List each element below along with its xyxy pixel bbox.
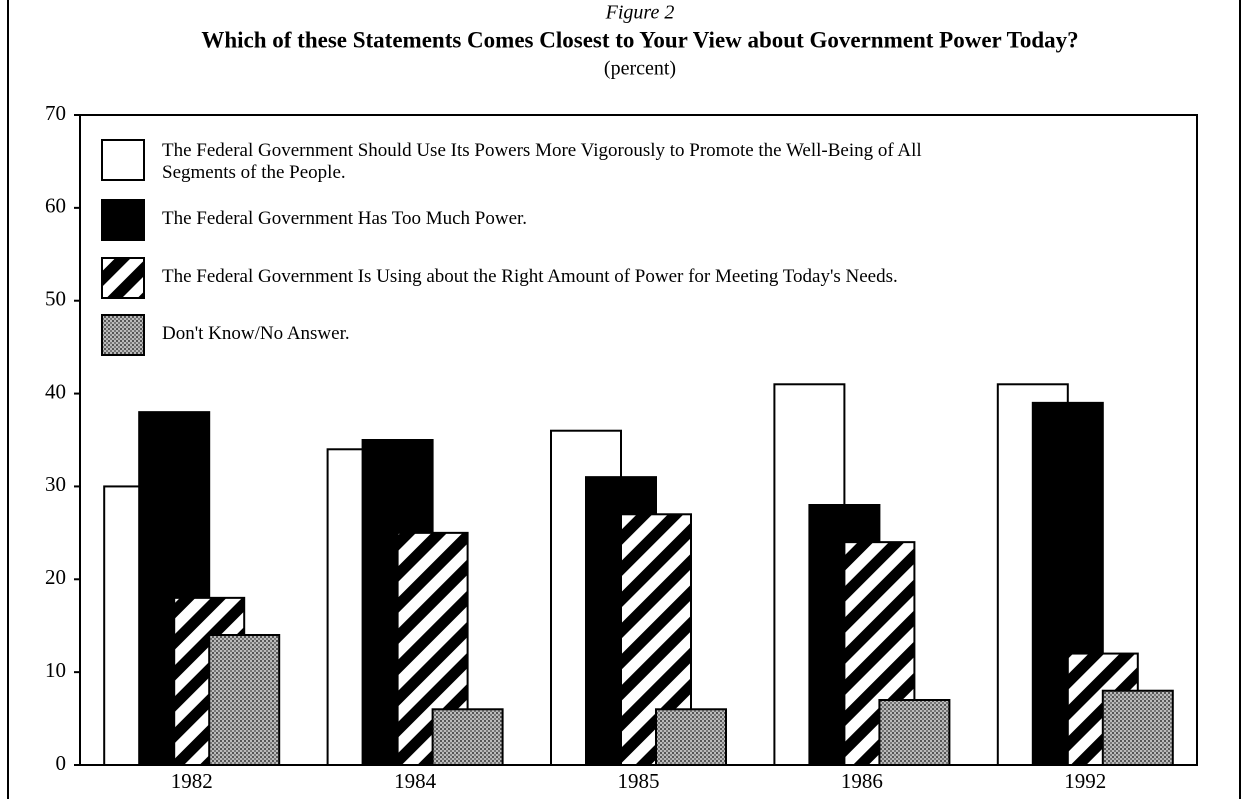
y-tick-label: 40: [45, 379, 66, 403]
y-tick-label: 60: [45, 194, 66, 218]
x-tick-label: 1984: [394, 769, 437, 793]
x-tick-label: 1982: [171, 769, 213, 793]
bar: [431, 708, 504, 766]
bar: [208, 634, 281, 766]
figure-label: Figure 2: [605, 2, 675, 24]
legend-swatch: [101, 257, 145, 299]
legend-swatch: [101, 199, 145, 241]
bar: [655, 708, 727, 766]
y-tick-label: 30: [45, 472, 66, 496]
y-tick-label: 10: [45, 658, 66, 682]
bar: [1101, 689, 1174, 767]
chart-subtitle: (percent): [604, 58, 676, 80]
legend-swatch: [101, 314, 145, 356]
chart-title: Which of these Statements Comes Closest …: [201, 27, 1078, 52]
legend-label: The Federal Government Has Too Much Powe…: [162, 208, 527, 229]
x-tick-label: 1986: [841, 769, 883, 793]
legend-label: Don't Know/No Answer.: [162, 323, 350, 344]
y-tick-label: 20: [45, 565, 66, 589]
y-tick-label: 0: [56, 751, 67, 775]
x-tick-label: 1992: [1064, 769, 1106, 793]
legend-label: The Federal Government Should Use Its Po…: [162, 140, 922, 183]
legend-swatch: [101, 139, 145, 181]
bar: [878, 699, 951, 766]
y-tick-label: 70: [45, 101, 66, 125]
y-tick-label: 50: [45, 287, 66, 311]
legend-label: The Federal Government Is Using about th…: [162, 266, 898, 287]
x-tick-label: 1985: [618, 769, 660, 793]
